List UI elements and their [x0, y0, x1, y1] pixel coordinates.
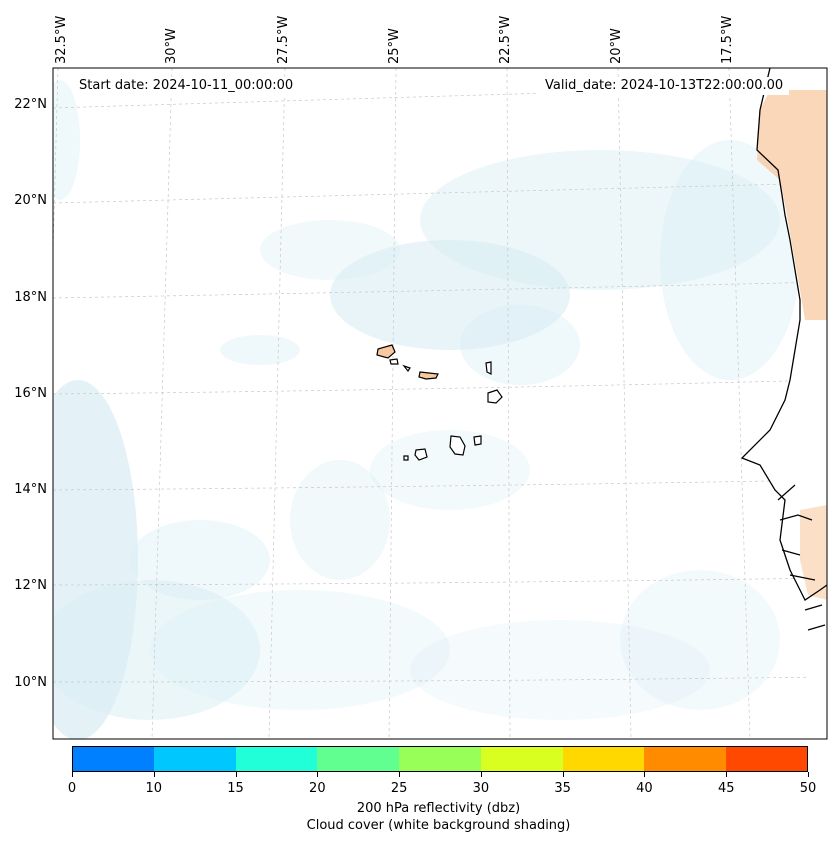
colorbar-tick-label: 0 — [67, 781, 77, 796]
colorbar-tick — [317, 772, 319, 777]
lon-label: 30°W — [164, 28, 179, 64]
coast-caption: West African coastline — [0, 0, 1, 1]
lat-label: 12°N — [14, 578, 47, 593]
colorbar-segment — [644, 746, 727, 772]
colorbar-tick — [644, 772, 646, 777]
colorbar-tick-label: 25 — [390, 781, 408, 796]
colorbar-tick — [480, 772, 482, 777]
coastline — [740, 68, 827, 739]
colorbar-segment — [726, 746, 809, 772]
colorbar-segment — [153, 746, 237, 772]
islands-caption: Cape Verde islands — [0, 0, 1, 1]
colorbar-tick — [153, 772, 155, 777]
lat-label: 16°N — [14, 386, 47, 401]
colorbar-tick-label: 10 — [145, 781, 163, 796]
lon-label: 32.5°W — [54, 15, 69, 64]
colorbar-tick — [808, 772, 809, 777]
colorbar-tick — [562, 772, 564, 777]
lon-label: 27.5°W — [276, 15, 291, 64]
lat-label: 14°N — [14, 482, 47, 497]
lat-label: 22°N — [14, 97, 47, 112]
colorbar-tick-label: 20 — [309, 781, 326, 796]
colorbar-tick — [726, 772, 728, 777]
start-date-label: Start date: 2024-10-11_00:00:00 — [73, 77, 300, 95]
cloud-cover-shading — [53, 80, 800, 739]
map-frame — [52, 67, 828, 740]
lon-label: 17.5°W — [720, 15, 735, 64]
colorbar-tick-label: 15 — [227, 781, 244, 796]
colorbar-segment — [562, 746, 645, 772]
colorbar-tick-label: 30 — [472, 781, 490, 796]
colorbar-segment — [399, 746, 482, 772]
graticule — [53, 68, 827, 739]
colorbar-tick — [399, 772, 401, 777]
lon-label: 20°W — [609, 28, 624, 64]
colorbar-tick-label: 40 — [636, 781, 653, 796]
valid-date-label: Valid_date: 2024-10-13T22:00:00.00 — [539, 77, 790, 95]
colorbar-segment — [480, 746, 564, 772]
colorbar-segment — [317, 746, 400, 772]
colorbar-tick-label: 35 — [554, 781, 571, 796]
colorbar-tick-label: 50 — [799, 781, 817, 796]
cape-verde-islands — [376, 344, 503, 461]
lat-label: 18°N — [14, 290, 47, 305]
lon-label: 25°W — [387, 28, 402, 64]
lon-label: 22.5°W — [498, 15, 513, 64]
colorbar-frame — [72, 746, 808, 772]
colorbar-label-primary: 200 hPa reflectivity (dbz) — [356, 801, 521, 816]
colorbar-tick — [72, 772, 73, 777]
colorbar-label-secondary: Cloud cover (white background shading) — [306, 818, 571, 833]
colorbar-segment — [72, 746, 155, 772]
lat-label: 10°N — [14, 675, 47, 690]
colorbar-tick-label: 45 — [717, 781, 735, 796]
lat-label: 20°N — [14, 193, 47, 208]
colorbar-segment — [235, 746, 318, 772]
colorbar-tick — [235, 772, 237, 777]
